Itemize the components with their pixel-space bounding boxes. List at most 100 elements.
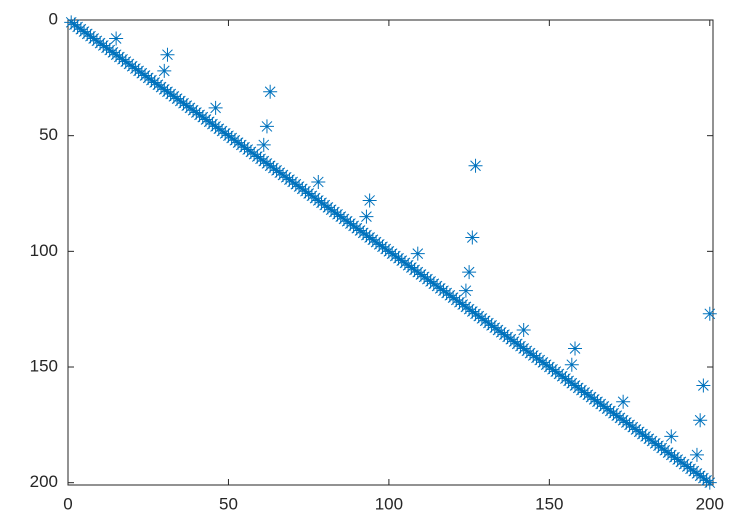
marker (670, 452, 685, 467)
marker (632, 424, 647, 439)
marker (102, 43, 117, 58)
marker (491, 323, 505, 337)
marker (651, 438, 666, 453)
marker (481, 316, 496, 331)
x-tick-label: 150 (535, 494, 563, 513)
marker (654, 440, 669, 455)
marker (410, 265, 425, 280)
y-tick-label: 200 (30, 472, 58, 491)
marker (317, 198, 332, 213)
marker (83, 29, 98, 44)
marker (253, 151, 268, 166)
marker (362, 230, 377, 245)
marker (680, 459, 695, 474)
marker (436, 283, 451, 298)
marker (677, 457, 692, 472)
marker (465, 304, 480, 319)
marker (263, 84, 278, 99)
marker (288, 177, 303, 192)
marker (125, 59, 140, 74)
marker (340, 214, 355, 229)
marker (324, 202, 339, 217)
marker (600, 401, 615, 416)
marker (93, 36, 108, 51)
marker (173, 93, 188, 108)
marker (237, 140, 252, 155)
marker (571, 380, 586, 395)
marker (696, 378, 711, 393)
marker (513, 339, 528, 354)
marker (657, 443, 672, 458)
marker (545, 362, 560, 377)
y-tick-label: 150 (30, 356, 58, 375)
marker (590, 394, 605, 409)
marker (115, 52, 130, 67)
marker (356, 225, 371, 240)
marker (702, 306, 717, 321)
marker (561, 373, 576, 388)
marker (365, 232, 380, 247)
marker (551, 366, 566, 381)
marker (462, 265, 477, 280)
marker (596, 399, 611, 414)
marker (292, 179, 307, 194)
marker (548, 364, 563, 379)
marker (170, 91, 185, 106)
marker (327, 205, 342, 220)
marker (417, 269, 432, 284)
marker (564, 357, 579, 372)
marker (147, 75, 162, 90)
marker (109, 47, 124, 62)
marker (673, 454, 688, 469)
marker (369, 235, 384, 250)
marker (259, 156, 274, 171)
marker (227, 133, 242, 148)
marker (397, 255, 412, 270)
marker (516, 323, 531, 337)
marker (372, 237, 387, 252)
marker (564, 376, 579, 391)
marker (401, 258, 416, 273)
marker (218, 126, 233, 141)
marker (423, 274, 438, 289)
marker (118, 54, 133, 69)
marker (263, 158, 278, 173)
marker (667, 450, 682, 465)
marker (202, 114, 217, 129)
marker (430, 279, 445, 294)
marker (442, 288, 457, 303)
y-tick-label: 50 (39, 125, 58, 144)
marker (320, 200, 335, 215)
x-tick-label: 0 (63, 494, 72, 513)
marker (234, 137, 249, 152)
marker (99, 40, 114, 55)
marker (381, 244, 396, 259)
marker (138, 68, 153, 83)
marker (378, 242, 393, 257)
marker (96, 38, 111, 53)
marker (362, 193, 377, 208)
marker (609, 408, 624, 423)
marker (664, 429, 679, 444)
marker (503, 332, 518, 347)
marker (433, 281, 448, 296)
marker (256, 137, 271, 152)
marker (558, 371, 573, 386)
marker (702, 475, 717, 490)
marker (648, 436, 663, 451)
marker (336, 211, 351, 226)
marker (359, 209, 374, 224)
marker (487, 320, 502, 335)
marker (413, 267, 428, 282)
marker (192, 107, 207, 122)
marker (343, 216, 358, 231)
marker (157, 63, 172, 78)
marker (458, 299, 473, 314)
marker (128, 61, 143, 76)
marker (410, 246, 425, 261)
marker (64, 15, 79, 30)
marker (462, 302, 477, 317)
marker (134, 66, 149, 81)
marker (404, 260, 419, 275)
